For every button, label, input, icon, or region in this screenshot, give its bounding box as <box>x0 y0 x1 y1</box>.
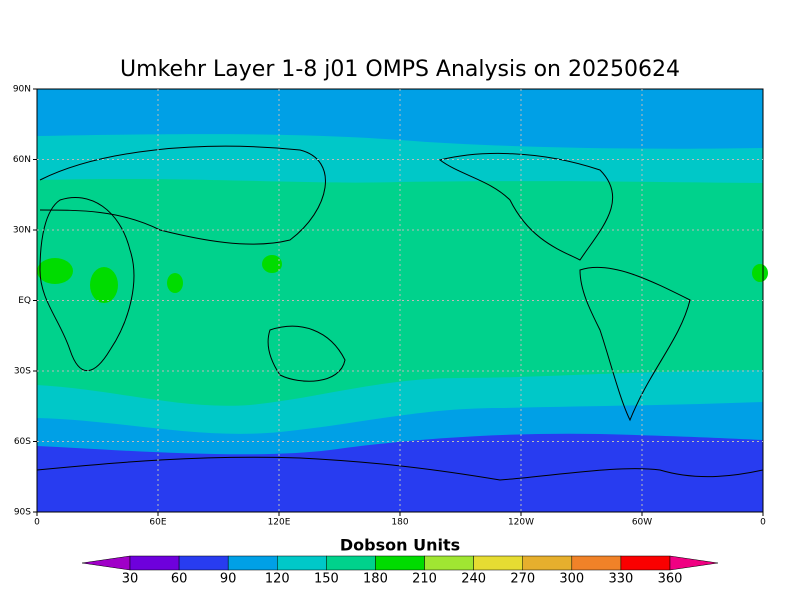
colorbar-tick-label: 180 <box>363 572 388 587</box>
x-tick-label: 0 <box>760 518 766 528</box>
title: Umkehr Layer 1-8 j01 OMPS Analysis on 20… <box>120 57 680 82</box>
band <box>262 255 282 273</box>
coastline <box>36 456 764 481</box>
colorbar-tick-label: 360 <box>658 572 683 587</box>
y-tick-label: 60N <box>13 155 31 165</box>
y-tick-label: 90S <box>14 508 31 518</box>
coastline <box>438 152 614 261</box>
y-tick-label: 90N <box>13 85 31 95</box>
y-tick-label: 30S <box>14 367 31 377</box>
colorbar-end <box>81 555 131 571</box>
colorbar-tick-label: 90 <box>220 572 237 587</box>
colorbar-box <box>277 555 327 571</box>
band <box>90 267 118 303</box>
x-tick-label: 60W <box>632 518 652 528</box>
band <box>37 258 73 284</box>
colorbar-box <box>129 555 180 571</box>
colorbar-tick-label: 300 <box>559 572 584 587</box>
y-tick-label: EQ <box>18 296 31 306</box>
x-tick-label: 60E <box>149 518 166 528</box>
colorbar-box <box>620 555 671 571</box>
band <box>37 89 763 149</box>
colorbar-box <box>473 555 523 571</box>
colorbar: 30 60 90 120 150 180 210 240 270 300 330 360 <box>81 555 719 587</box>
colorbar-tick-label: 120 <box>265 572 290 587</box>
x-tick-label: 0 <box>34 518 40 528</box>
colorbar-box <box>375 555 425 571</box>
coastline <box>39 145 326 245</box>
colorbar-end <box>669 555 719 571</box>
colorbar-tick-label: 270 <box>510 572 535 587</box>
colorbar-box <box>571 555 622 571</box>
colorbar-tick-label: 30 <box>122 572 139 587</box>
x-tick-label: 180 <box>391 518 408 528</box>
colorbar-tick-label: 150 <box>314 572 339 587</box>
colorbar-box <box>227 555 278 571</box>
colorbar-title: Dobson Units <box>340 536 460 555</box>
y-tick-label: 30N <box>13 226 31 236</box>
x-tick-label: 120W <box>508 518 534 528</box>
colorbar-tick-label: 210 <box>412 572 437 587</box>
x-tick-label: 120E <box>268 518 291 528</box>
colorbar-tick-label: 330 <box>608 572 633 587</box>
colorbar-tick-label: 60 <box>171 572 188 587</box>
colorbar-box <box>178 555 229 571</box>
colorbar-box <box>424 555 474 571</box>
band <box>37 433 763 512</box>
colorbar-tick-label: 240 <box>461 572 486 587</box>
coastline <box>267 325 346 382</box>
band <box>752 264 768 282</box>
y-tick-label: 60S <box>14 437 31 447</box>
band <box>167 273 183 293</box>
colorbar-box <box>326 555 376 571</box>
colorbar-box <box>522 555 573 571</box>
coastline <box>579 266 691 422</box>
